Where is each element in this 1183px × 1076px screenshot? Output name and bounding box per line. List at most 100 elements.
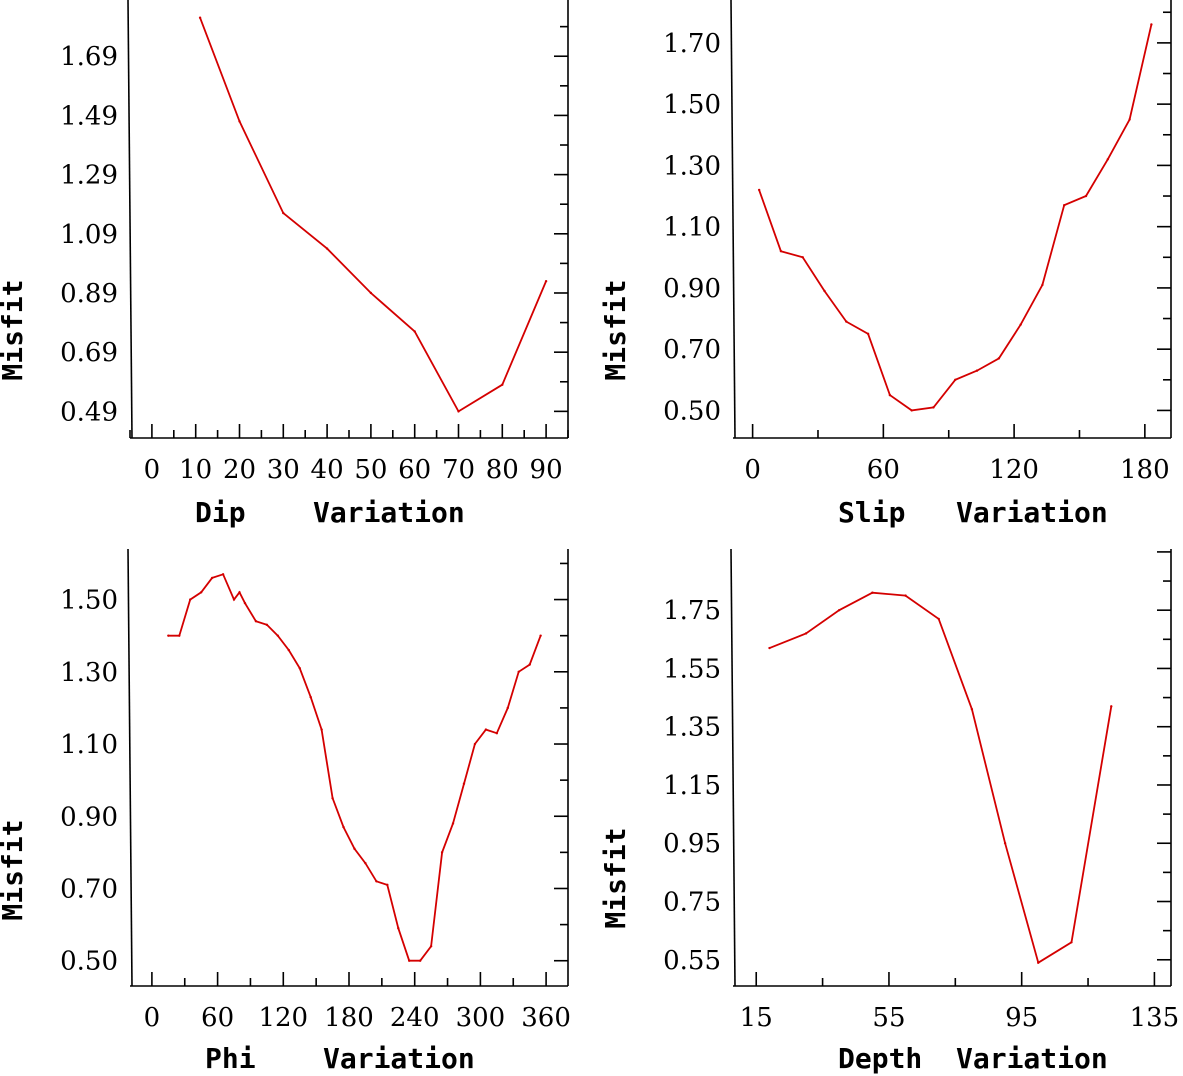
x-tick-label: 55 (872, 1003, 905, 1033)
data-point (528, 663, 531, 666)
x-tick-label: 0 (744, 455, 761, 485)
data-point (375, 880, 378, 883)
data-point (397, 927, 400, 930)
data-point (325, 247, 329, 250)
data-point (1150, 23, 1153, 26)
series-line-slip (758, 24, 1153, 412)
y-tick-label: 1.09 (60, 220, 118, 250)
data-point (1037, 961, 1040, 964)
data-point (364, 862, 367, 865)
data-point (167, 634, 170, 637)
y-tick-label: 0.70 (60, 874, 118, 904)
data-point (309, 695, 312, 699)
data-point (210, 576, 214, 580)
data-point (189, 598, 192, 601)
data-point (369, 291, 373, 295)
data-point (462, 782, 466, 785)
y-axis-line (127, 0, 133, 439)
data-point (1070, 941, 1073, 944)
y-tick-label: 0.50 (663, 396, 721, 426)
data-point (1041, 283, 1044, 287)
data-point (353, 847, 356, 850)
y-tick-label: 1.10 (663, 213, 721, 243)
x-tick-label: 120 (989, 455, 1039, 485)
y-tick-label: 0.90 (663, 274, 721, 304)
data-point (888, 393, 892, 397)
data-point (871, 591, 874, 594)
x-tick-label: 95 (1005, 1003, 1038, 1033)
data-point (997, 357, 1001, 360)
y-tick-label: 0.95 (663, 829, 721, 859)
y-axis-line (730, 548, 736, 987)
data-point (975, 369, 979, 372)
x-tick-label: 70 (442, 455, 475, 485)
data-point (298, 666, 301, 670)
data-point (1110, 705, 1113, 708)
y-tick-label: 1.49 (60, 101, 118, 131)
data-point (243, 601, 247, 605)
data-point (801, 256, 804, 259)
y-axis-title: Misfit (0, 819, 29, 920)
y-axis-line (127, 548, 133, 987)
data-point (1063, 204, 1066, 207)
data-point (1128, 118, 1131, 121)
y-tick-label: 1.30 (663, 151, 721, 181)
data-point (845, 320, 848, 323)
x-tick-label: 360 (521, 1003, 571, 1033)
data-point (1106, 158, 1110, 161)
data-point (254, 620, 258, 623)
data-point (451, 822, 455, 825)
y-axis-title: Misfit (0, 279, 29, 380)
y-tick-label: 1.15 (663, 771, 721, 801)
x-tick-label: 0 (144, 455, 161, 485)
x-tick-label: 90 (530, 455, 563, 485)
data-point (484, 728, 488, 731)
data-point (429, 945, 433, 948)
y-tick-label: 1.70 (663, 29, 721, 59)
y-tick-label: 1.29 (60, 161, 118, 191)
data-point (265, 623, 269, 627)
data-point (440, 851, 444, 854)
data-point (910, 409, 913, 412)
chart-phi: 0 60 120 180 240 300 360 0.50 0.70 0.90 1.10 1.30 1.… (0, 548, 571, 1075)
series-line-phi (168, 573, 542, 962)
data-point (544, 279, 548, 283)
data-point (232, 598, 236, 601)
data-point (199, 591, 203, 594)
y-axis-line (730, 0, 736, 439)
chart-depth: 15 55 95 135 0.55 0.75 0.95 1.15 1.35 1.55 1.75 Dep… (599, 548, 1180, 1075)
data-point (287, 648, 290, 652)
data-point (757, 188, 761, 192)
x-tick-label: 15 (740, 1003, 773, 1033)
data-point (418, 959, 422, 962)
x-tick-label: 135 (1130, 1003, 1180, 1033)
data-point (413, 330, 416, 333)
x-tick-label: 60 (398, 455, 431, 485)
y-tick-label: 0.70 (663, 335, 721, 365)
x-tick-label: 60 (201, 1003, 234, 1033)
y-tick-label: 1.30 (60, 658, 118, 688)
data-point (517, 670, 520, 673)
data-point (473, 742, 477, 746)
x-tick-label: 10 (179, 455, 212, 485)
data-point (386, 883, 389, 887)
x-tick-label: 20 (223, 455, 256, 485)
data-point (804, 632, 808, 635)
y-tick-label: 1.69 (60, 42, 118, 72)
data-point (1019, 323, 1022, 326)
data-point (495, 731, 499, 735)
y-tick-label: 0.50 (60, 947, 118, 977)
x-tick-label: 300 (456, 1003, 506, 1033)
x-axis-title: Dip Variation (195, 496, 465, 529)
series-line-depth (769, 591, 1113, 965)
data-point (238, 120, 241, 123)
x-tick-label: 60 (867, 455, 900, 485)
y-tick-label: 0.55 (663, 946, 721, 976)
x-tick-label: 180 (324, 1003, 374, 1033)
data-point (1084, 194, 1088, 198)
data-point (320, 728, 323, 731)
data-point (178, 634, 181, 637)
data-point (457, 410, 460, 413)
x-tick-label: 180 (1120, 455, 1170, 485)
